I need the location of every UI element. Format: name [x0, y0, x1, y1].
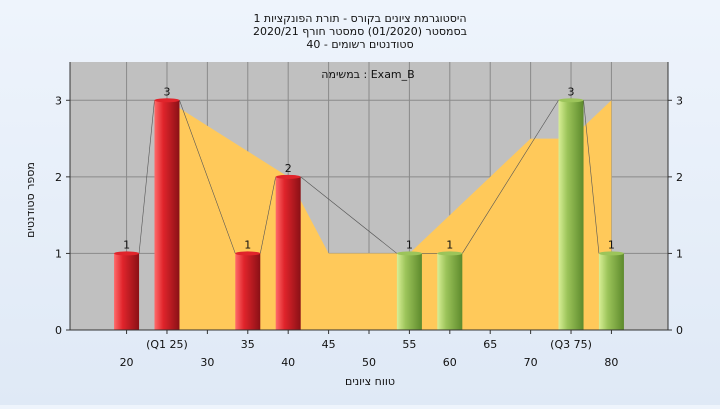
- bar-top: [154, 98, 180, 103]
- bar-top: [437, 251, 463, 256]
- bar-value-label: 3: [568, 85, 575, 98]
- histogram-bar: [235, 253, 261, 330]
- title-line-3: סטודנטים רשומים - 40: [306, 38, 413, 51]
- bar-top: [558, 98, 584, 103]
- x-tick-label: 40: [281, 356, 295, 369]
- bar-value-label: 3: [163, 85, 170, 98]
- x-tick-label: 60: [443, 356, 457, 369]
- x-tick-label: 55: [402, 338, 416, 351]
- y-tick-label-left: 3: [55, 94, 62, 107]
- bar-connector: [300, 176, 398, 254]
- bar-top: [275, 174, 301, 179]
- bar-top: [598, 251, 624, 256]
- x-tick-label: (Q1 25): [146, 338, 188, 351]
- title-line-2: בסמסטר (01/2020) סמסטר חורף 2020/21: [253, 25, 467, 38]
- title-line-1: היסטוגרמת ציונים בקורס - תורת הפונקציות …: [253, 12, 466, 25]
- y-tick-label-right: 0: [676, 324, 683, 337]
- bars: [114, 98, 624, 331]
- bar-value-label: 1: [446, 238, 453, 251]
- bar-top: [396, 251, 422, 256]
- bar-connector: [138, 100, 155, 254]
- bar-value-label: 2: [285, 162, 292, 175]
- y-tick-label-left: 1: [55, 247, 62, 260]
- x-tick-label: 20: [120, 356, 134, 369]
- y-axis-label: מספר סטודנטים: [24, 162, 37, 238]
- x-tick-label: 35: [241, 338, 255, 351]
- x-tick-label: 70: [524, 356, 538, 369]
- histogram-bar: [558, 100, 584, 331]
- histogram-bar: [154, 100, 180, 331]
- bar-connector: [259, 176, 276, 254]
- x-tick-labels: 20 (Q1 25) 30 35 40 45 50 55 60 65 70 (Q3 75) 80: [120, 330, 618, 369]
- y-tick-label-right: 2: [676, 171, 683, 184]
- bar-value-label: 1: [123, 238, 130, 251]
- bar-connectors: [138, 100, 600, 254]
- x-tick-label: 50: [362, 356, 376, 369]
- bar-value-labels: 1 3 1 2 1 1 3 1: [123, 85, 615, 251]
- bar-top: [114, 251, 140, 256]
- bar-connector: [462, 100, 559, 254]
- bar-value-label: 1: [244, 238, 251, 251]
- y-tick-label-left: 2: [55, 171, 62, 184]
- x-tick-label: 45: [322, 338, 336, 351]
- histogram-bar: [437, 253, 463, 330]
- histogram-bar: [396, 253, 422, 330]
- y-tick-labels: 0 0 1 1 2 2 3 3: [55, 94, 683, 337]
- histogram-bar: [114, 253, 140, 330]
- bar-connector: [583, 100, 600, 254]
- y-tick-label-left: 0: [55, 324, 62, 337]
- chart-title: היסטוגרמת ציונים בקורס - תורת הפונקציות …: [253, 12, 467, 51]
- x-tick-label: 65: [483, 338, 497, 351]
- bar-connector: [179, 100, 236, 254]
- x-tick-label: 80: [604, 356, 618, 369]
- y-tick-label-right: 3: [676, 94, 683, 107]
- y-tick-label-right: 1: [676, 247, 683, 260]
- bar-top: [235, 251, 261, 256]
- bar-value-label: 1: [406, 238, 413, 251]
- x-tick-label: 30: [200, 356, 214, 369]
- histogram-bar: [275, 176, 301, 330]
- histogram-bar: [598, 253, 624, 330]
- x-tick-label: (Q3 75): [550, 338, 592, 351]
- x-axis-label: טווח ציונים: [345, 375, 395, 388]
- bar-value-label: 1: [608, 238, 615, 251]
- task-annotation: במשימה : Exam_B: [321, 68, 414, 81]
